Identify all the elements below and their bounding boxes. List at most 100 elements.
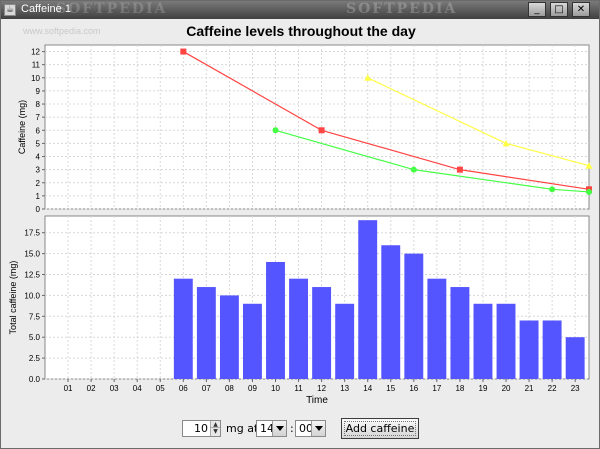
bar-x-tick-label: 01 [64,384,73,393]
series-point [585,162,593,169]
line-y-tick-label: 1 [36,192,41,201]
series-point [410,166,417,173]
bar [496,303,516,379]
bar [404,253,424,379]
series-point [456,166,463,173]
bar-y-tick-label: 10.0 [24,291,40,300]
amount-value: 10 [194,422,208,435]
bar-x-axis-label: Time [306,395,328,406]
chart-title: Caffeine levels throughout the day [186,23,416,39]
title-bar[interactable]: ☕ Caffeine 1 SOFTPEDIA SOFTPEDIA _ □ ✕ [1,1,599,19]
bar [450,287,470,379]
hour-select[interactable]: 14 [256,420,287,437]
bar [427,278,447,379]
line-y-tick-label: 4 [36,153,41,162]
bar [381,245,401,379]
close-button[interactable]: ✕ [572,2,590,17]
bar-x-tick-label: 07 [202,384,211,393]
chevron-down-icon[interactable] [311,421,325,436]
bar-x-tick-label: 16 [409,384,418,393]
minute-select[interactable]: 00 [295,420,326,437]
series-point [586,188,592,195]
bar-y-tick-label: 7.5 [29,312,41,321]
bar-x-tick-label: 08 [225,384,234,393]
spinner-arrows: ▲ ▼ [210,421,220,436]
mg-at-label: mg at [226,422,259,435]
bar-x-tick-label: 05 [156,384,165,393]
bar-x-tick-label: 23 [571,384,580,393]
bar-y-tick-label: 0.0 [29,375,41,384]
watermark-site: www.softpedia.com [23,26,101,36]
bar [358,220,378,379]
bar-x-tick-label: 17 [432,384,441,393]
bar [312,287,332,379]
controls-bar: 10 ▲ ▼ mg at 14 : 00 Add caffeine [1,417,600,439]
chevron-down-icon[interactable] [272,421,286,436]
window-title: Caffeine 1 [21,3,71,15]
line-y-tick-label: 6 [36,126,41,135]
series-point [180,48,187,55]
minimize-button[interactable]: _ [528,2,546,17]
bar-y-axis-label: Total caffeine (mg) [8,261,18,335]
add-caffeine-button[interactable]: Add caffeine [341,418,419,439]
spinner-up-icon[interactable]: ▲ [211,421,220,428]
line-y-tick-label: 8 [36,100,41,109]
line-y-tick-label: 11 [32,61,41,70]
maximize-button[interactable]: □ [550,2,568,17]
series-line [183,51,590,190]
bar-x-tick-label: 18 [455,384,464,393]
bar [565,337,585,379]
series-point [502,139,510,147]
line-y-tick-label: 3 [36,166,41,175]
line-y-tick-label: 10 [31,74,40,83]
line-y-tick-label: 7 [36,113,41,122]
bar [289,278,309,379]
line-y-axis-label: Caffeine (mg) [17,100,27,154]
app-icon: ☕ [4,4,16,16]
line-y-tick-label: 2 [36,179,41,188]
bar [196,287,216,379]
line-y-tick-label: 5 [36,139,41,148]
series-point [272,127,279,134]
bar [335,303,355,379]
spinner-down-icon[interactable]: ▼ [213,428,218,435]
hour-value: 14 [260,422,274,435]
bar-x-tick-label: 20 [502,384,511,393]
bar-x-tick-label: 14 [363,384,372,393]
bar [266,261,285,379]
bar-y-tick-label: 5.0 [29,333,41,342]
bar [173,278,193,379]
bar [243,303,262,379]
bar-y-tick-label: 12.5 [24,271,40,280]
bar-x-tick-label: 11 [294,384,303,393]
watermark-text-2: SOFTPEDIA [346,1,458,17]
bar-y-tick-label: 15.0 [24,250,40,259]
bar [542,320,562,379]
bar-x-tick-label: 12 [317,384,326,393]
bar-x-tick-label: 22 [548,384,557,393]
line-y-tick-label: 0 [36,205,41,214]
bar-x-tick-label: 19 [479,384,488,393]
amount-spinner[interactable]: 10 ▲ ▼ [182,420,221,437]
series-point [364,74,372,81]
bar-y-tick-label: 17.5 [24,229,40,238]
bar-y-tick-label: 2.5 [29,354,41,363]
bar-x-tick-label: 15 [386,384,395,393]
bar [519,320,539,379]
bar-x-tick-label: 13 [340,384,349,393]
bar-x-tick-label: 03 [110,384,119,393]
watermark-text: SOFTPEDIA [56,1,168,17]
bar-x-tick-label: 09 [248,384,257,393]
bar-x-tick-label: 21 [525,384,534,393]
bar-x-tick-label: 04 [133,384,142,393]
minute-value: 00 [299,422,313,435]
bar [473,303,493,379]
line-y-tick-label: 9 [36,87,41,96]
bar-x-tick-label: 06 [179,384,188,393]
series-point [318,127,325,134]
time-colon: : [290,422,294,435]
bar [219,295,239,379]
series-point [549,186,556,193]
